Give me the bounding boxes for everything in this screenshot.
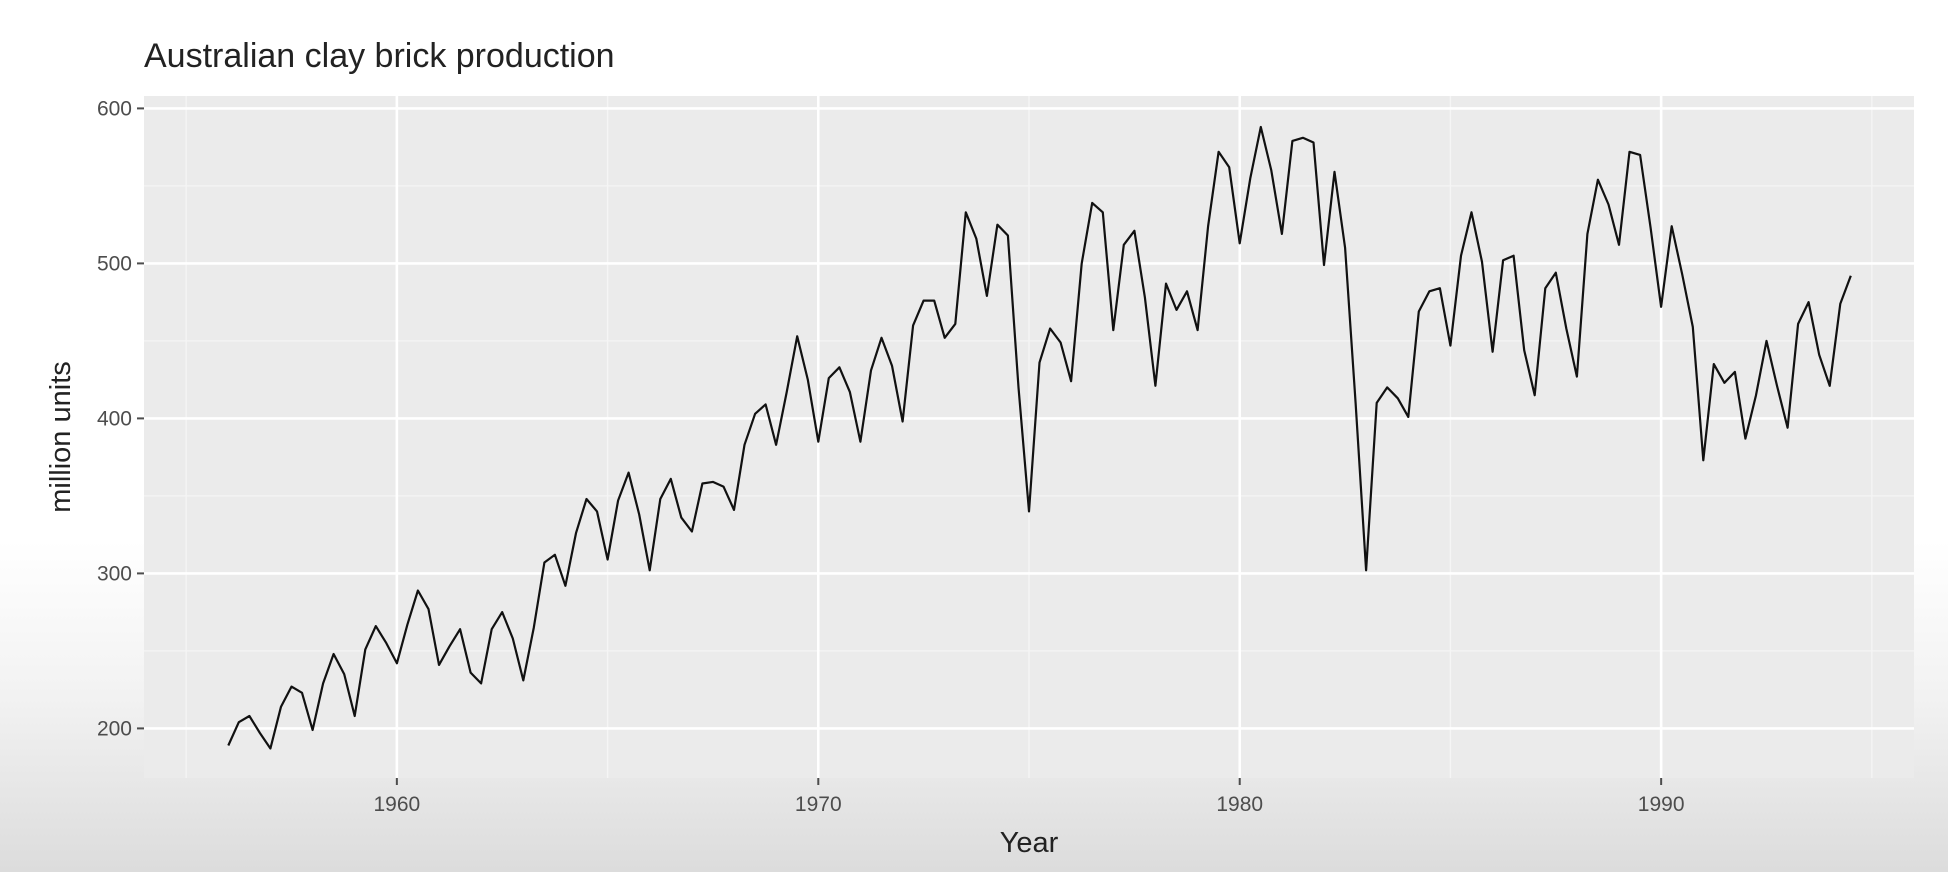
series-layer: [227, 125, 1852, 750]
y-tick-label: 400: [97, 407, 132, 430]
chart-title: Australian clay brick production: [144, 37, 615, 75]
y-tick-label: 600: [97, 97, 132, 120]
series-line: [227, 125, 1852, 750]
x-tick-label: 1980: [1216, 793, 1263, 816]
y-tick-label: 500: [97, 252, 132, 275]
x-tick-label: 1990: [1638, 793, 1685, 816]
x-tick-label: 1970: [795, 793, 842, 816]
y-axis-title: million units: [45, 361, 77, 513]
x-axis-title: Year: [1000, 827, 1059, 859]
x-tick-label: 1960: [373, 793, 420, 816]
axis-ticks: 1960 1970 1980 1990 200 300 400 500 600: [97, 97, 1685, 816]
y-tick-label: 300: [97, 562, 132, 585]
y-tick-label: 200: [97, 717, 132, 740]
